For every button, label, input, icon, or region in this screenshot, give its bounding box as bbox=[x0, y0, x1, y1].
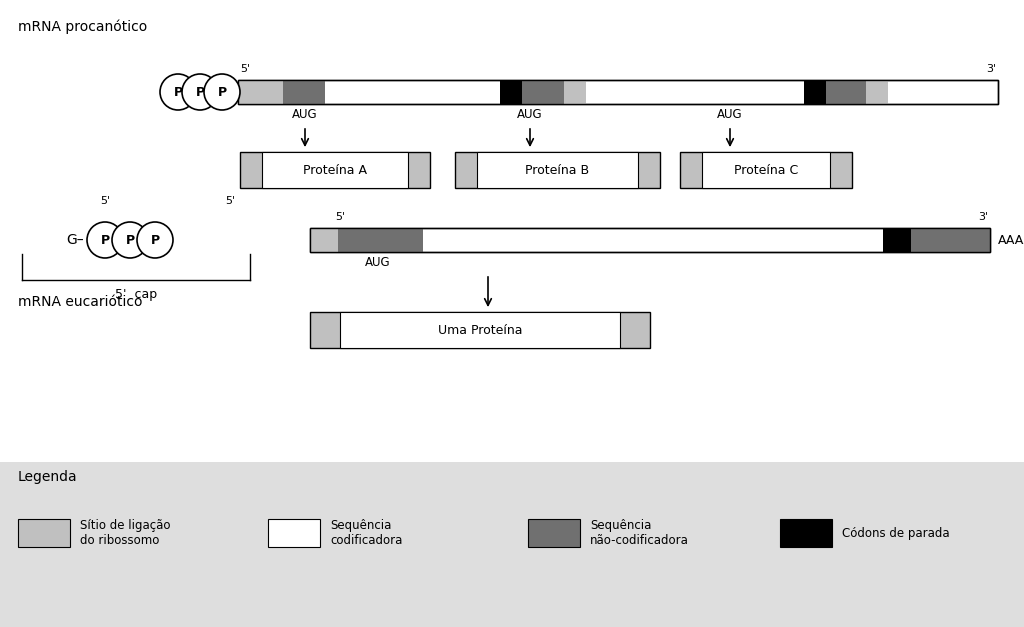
Bar bbox=[310, 312, 650, 348]
Bar bbox=[238, 80, 998, 104]
Text: AUG: AUG bbox=[366, 256, 391, 269]
Bar bbox=[522, 80, 564, 104]
Bar bbox=[340, 312, 620, 348]
Bar bbox=[866, 80, 888, 104]
Circle shape bbox=[182, 74, 218, 110]
Bar bbox=[268, 519, 319, 547]
Text: P: P bbox=[100, 233, 110, 246]
Text: Sequência
não-codificadora: Sequência não-codificadora bbox=[590, 519, 689, 547]
Bar bbox=[826, 80, 866, 104]
Text: 5': 5' bbox=[335, 212, 345, 222]
Text: 5'  cap: 5' cap bbox=[115, 288, 157, 301]
Text: AUG: AUG bbox=[517, 108, 543, 121]
Text: Proteína C: Proteína C bbox=[734, 164, 798, 176]
Bar bbox=[18, 519, 70, 547]
Bar bbox=[262, 152, 408, 188]
Text: Sítio de ligação
do ribossomo: Sítio de ligação do ribossomo bbox=[80, 519, 171, 547]
Text: P: P bbox=[196, 85, 205, 98]
Text: G–: G– bbox=[67, 233, 84, 247]
Bar bbox=[500, 80, 522, 104]
Bar bbox=[780, 519, 831, 547]
Bar bbox=[238, 80, 998, 104]
Bar bbox=[477, 152, 638, 188]
Text: mRNA procanótico: mRNA procanótico bbox=[18, 20, 147, 34]
Circle shape bbox=[112, 222, 148, 258]
Text: mRNA eucariótico: mRNA eucariótico bbox=[18, 295, 142, 309]
Bar bbox=[702, 152, 830, 188]
Bar bbox=[0, 462, 1024, 627]
Text: Legenda: Legenda bbox=[18, 470, 78, 484]
Text: AAAAA: AAAAA bbox=[998, 233, 1024, 246]
Text: 5': 5' bbox=[225, 196, 236, 206]
Text: P: P bbox=[151, 233, 160, 246]
Bar bbox=[804, 80, 826, 104]
Text: AUG: AUG bbox=[717, 108, 742, 121]
Text: Códons de parada: Códons de parada bbox=[842, 527, 949, 539]
Bar bbox=[283, 80, 325, 104]
Text: 3': 3' bbox=[978, 212, 988, 222]
Circle shape bbox=[87, 222, 123, 258]
Bar bbox=[310, 228, 990, 252]
Text: P: P bbox=[125, 233, 134, 246]
Bar bbox=[455, 152, 660, 188]
Bar bbox=[238, 80, 283, 104]
Circle shape bbox=[160, 74, 196, 110]
Circle shape bbox=[204, 74, 240, 110]
Bar bbox=[310, 228, 338, 252]
Text: 5': 5' bbox=[240, 64, 250, 74]
Text: Proteína A: Proteína A bbox=[303, 164, 367, 176]
Text: Sequência
codificadora: Sequência codificadora bbox=[330, 519, 402, 547]
Circle shape bbox=[137, 222, 173, 258]
Text: P: P bbox=[217, 85, 226, 98]
Bar bbox=[240, 152, 430, 188]
Bar bbox=[564, 80, 586, 104]
Bar bbox=[883, 228, 911, 252]
Bar bbox=[528, 519, 580, 547]
Text: 3': 3' bbox=[986, 64, 996, 74]
Bar bbox=[338, 228, 423, 252]
Text: P: P bbox=[173, 85, 182, 98]
Bar bbox=[680, 152, 852, 188]
Bar bbox=[911, 228, 990, 252]
Text: Proteína B: Proteína B bbox=[525, 164, 590, 176]
Text: AUG: AUG bbox=[292, 108, 317, 121]
Text: 5': 5' bbox=[100, 196, 110, 206]
Text: Uma Proteína: Uma Proteína bbox=[437, 324, 522, 337]
Bar bbox=[310, 228, 990, 252]
